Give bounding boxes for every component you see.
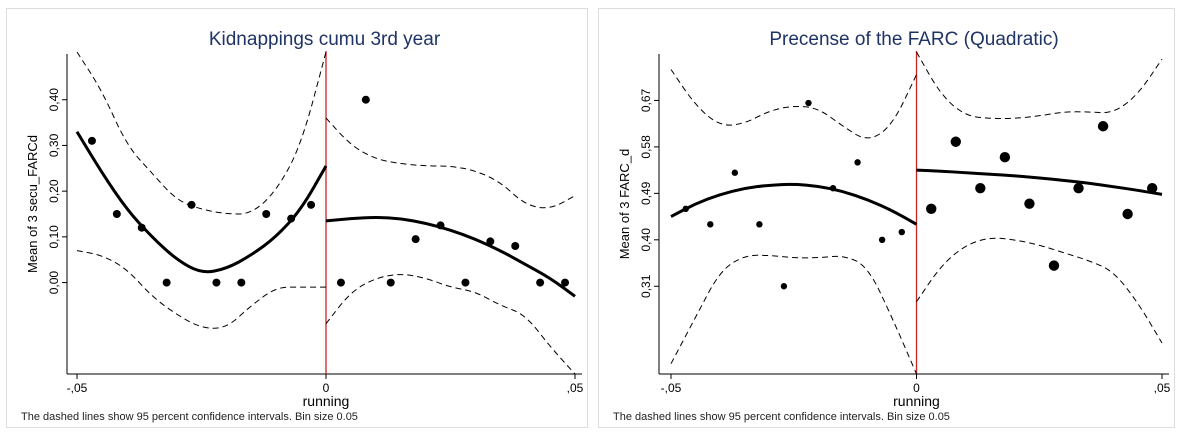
chart-panel-left: Kidnappings cumu 3rd year 0,00 0,10 0,20 0,3… xyxy=(6,8,588,428)
y-tick-label: 0,58 xyxy=(639,135,653,159)
y-tick-label: 0,40 xyxy=(47,88,61,112)
data-point xyxy=(162,278,171,287)
ci-upper-right xyxy=(325,117,576,209)
data-point xyxy=(1048,260,1060,271)
data-point xyxy=(780,283,788,290)
data-point xyxy=(1146,182,1158,194)
y-axis-label: Mean of 3 FARC_d xyxy=(617,149,632,260)
data-point xyxy=(999,152,1011,163)
data-point xyxy=(536,278,545,287)
data-point xyxy=(336,278,345,287)
x-tick-label: -,05 xyxy=(661,381,682,395)
chart-right: Precense of the FARC (Quadratic) 0,31 0,40… xyxy=(617,29,1171,409)
footnote-left: The dashed lines show 95 percent confide… xyxy=(21,411,358,423)
data-point xyxy=(87,136,96,145)
data-point xyxy=(1122,208,1133,220)
data-point xyxy=(854,159,861,166)
ci-lower-left xyxy=(670,254,917,375)
data-point xyxy=(805,99,812,107)
data-point xyxy=(461,278,470,287)
data-point xyxy=(287,214,296,223)
data-point xyxy=(307,200,316,209)
chart-left: Kidnappings cumu 3rd year 0,00 0,10 0,20 0,3… xyxy=(25,29,584,409)
data-point xyxy=(707,221,714,228)
fit-line-left xyxy=(75,130,328,274)
chart-panel-right: Precense of the FARC (Quadratic) 0,31 0,40… xyxy=(598,8,1175,428)
data-point xyxy=(411,235,420,244)
chart-title: Precense of the FARC (Quadratic) xyxy=(769,29,1058,50)
data-point xyxy=(187,200,196,209)
data-point xyxy=(561,278,570,287)
chart-title: Kidnappings cumu 3rd year xyxy=(209,29,441,50)
ci-lower-right xyxy=(916,237,1163,344)
data-point xyxy=(950,136,961,147)
data-point xyxy=(975,182,986,194)
x-tick-label: 0 xyxy=(323,381,330,395)
data-point xyxy=(237,278,246,287)
data-point xyxy=(361,95,370,104)
data-point xyxy=(756,221,763,228)
data-point xyxy=(731,169,739,176)
x-axis-label: running xyxy=(893,393,940,409)
x-tick-label: -,05 xyxy=(67,381,88,395)
y-tick-label: 0,00 xyxy=(47,271,61,295)
ci-upper-left xyxy=(670,69,917,139)
ci-lower-right xyxy=(325,274,576,375)
y-tick-label: 0,40 xyxy=(639,228,653,252)
data-point xyxy=(682,205,689,213)
data-point xyxy=(511,242,520,250)
y-tick-label: 0,31 xyxy=(639,274,653,298)
y-tick-label: 0,10 xyxy=(47,225,61,249)
x-axis-label: running xyxy=(303,393,350,409)
data-point xyxy=(898,228,905,236)
footnote-right: The dashed lines show 95 percent confide… xyxy=(613,411,950,423)
ci-upper-right xyxy=(916,51,1163,120)
data-point xyxy=(1024,198,1035,209)
data-point xyxy=(878,236,886,244)
fit-line-right xyxy=(916,168,1163,196)
data-point xyxy=(112,210,121,218)
y-tick-label: 0,30 xyxy=(47,133,61,157)
x-tick-label: ,05 xyxy=(567,381,584,395)
data-point xyxy=(386,278,395,287)
data-point xyxy=(486,237,495,246)
data-point xyxy=(1073,182,1084,194)
data-point xyxy=(436,221,445,230)
y-tick-label: 0,67 xyxy=(639,88,653,112)
x-tick-label: ,05 xyxy=(1154,381,1171,395)
y-axis-label: Mean of 3 secu_FARCd xyxy=(25,135,40,273)
y-tick-label: 0,20 xyxy=(47,179,61,203)
ci-lower-left xyxy=(76,250,326,329)
fit-line-left xyxy=(670,182,918,226)
data-point xyxy=(262,210,271,218)
x-tick-label: 0 xyxy=(913,381,920,395)
data-point xyxy=(829,184,837,192)
data-point xyxy=(926,203,937,215)
data-point xyxy=(212,278,221,287)
data-point xyxy=(1097,121,1109,132)
data-point xyxy=(137,223,146,232)
y-tick-label: 0,49 xyxy=(639,181,653,205)
